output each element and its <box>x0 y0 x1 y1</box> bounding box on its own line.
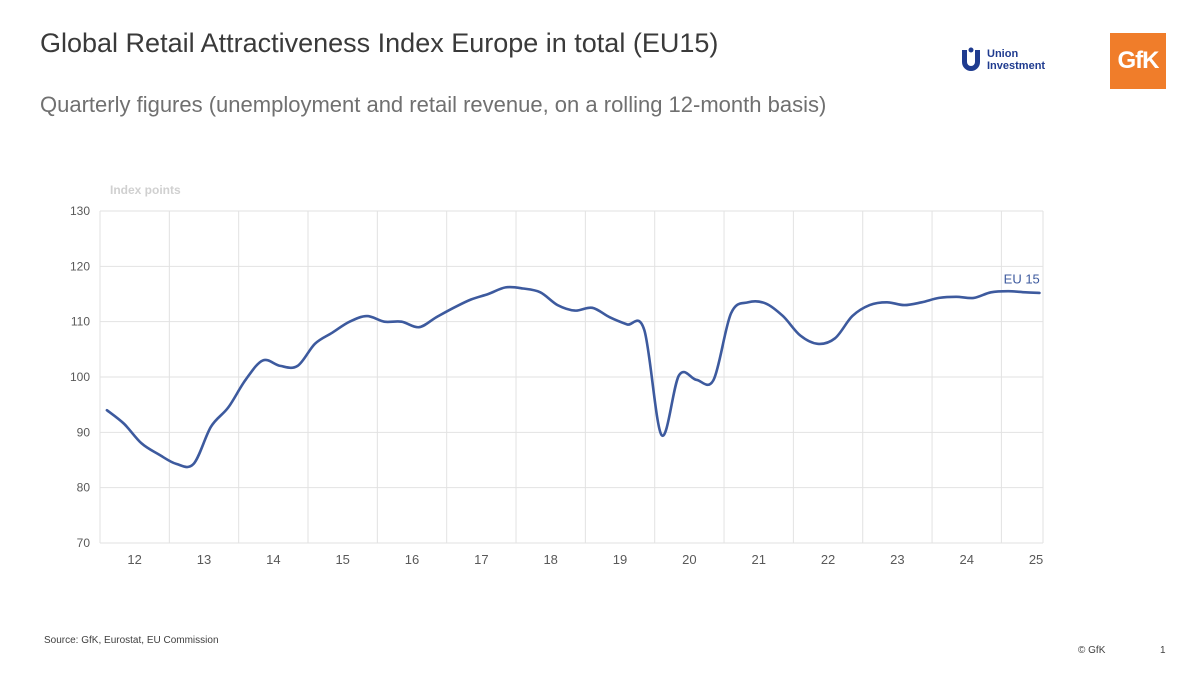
data-point <box>1007 290 1009 292</box>
x-tick-label: 20 <box>682 552 696 567</box>
data-point <box>591 307 593 309</box>
data-point <box>678 374 680 376</box>
series-line-eu15 <box>105 285 1041 469</box>
data-point <box>695 379 697 381</box>
data-point <box>279 365 281 367</box>
x-tick-label: 23 <box>890 552 904 567</box>
data-point <box>626 323 628 325</box>
data-point <box>366 315 368 317</box>
data-point <box>712 379 714 381</box>
y-tick-label: 110 <box>71 315 90 329</box>
gfk-logo: GfK <box>1110 33 1166 89</box>
data-point <box>470 298 472 300</box>
data-point <box>643 329 645 331</box>
data-point <box>869 304 871 306</box>
y-tick-label: 100 <box>70 370 90 384</box>
data-point <box>608 316 610 318</box>
data-point <box>817 343 819 345</box>
data-point <box>140 442 142 444</box>
data-point <box>106 409 108 411</box>
data-point <box>435 316 437 318</box>
x-tick-label: 18 <box>543 552 557 567</box>
data-point <box>886 301 888 303</box>
x-tick-label: 19 <box>613 552 627 567</box>
x-tick-label: 17 <box>474 552 488 567</box>
union-investment-logo: Union Investment <box>960 46 1045 74</box>
data-point <box>383 321 385 323</box>
data-point <box>799 334 801 336</box>
y-tick-label: 70 <box>77 536 91 550</box>
x-tick-label: 16 <box>405 552 419 567</box>
union-investment-logo-line1: Union <box>987 48 1019 60</box>
data-point <box>504 286 506 288</box>
data-point <box>262 359 264 361</box>
data-point <box>973 297 975 299</box>
x-tick-label: 25 <box>1029 552 1043 567</box>
data-point <box>244 379 246 381</box>
data-point <box>834 337 836 339</box>
y-tick-label: 120 <box>70 259 90 273</box>
data-point <box>764 302 766 304</box>
source-note: Source: GfK, Eurostat, EU Commission <box>44 635 219 646</box>
x-tick-label: 13 <box>197 552 211 567</box>
x-tick-label: 12 <box>127 552 141 567</box>
data-point <box>990 291 992 293</box>
data-point <box>158 453 160 455</box>
data-point <box>921 301 923 303</box>
data-point <box>903 304 905 306</box>
data-point <box>210 426 212 428</box>
data-point <box>660 434 662 436</box>
x-tick-label: 14 <box>266 552 280 567</box>
union-investment-logo-icon <box>962 47 980 71</box>
data-point <box>175 463 177 465</box>
page-title: Global Retail Attractiveness Index Europ… <box>40 28 719 58</box>
x-tick-label: 22 <box>821 552 835 567</box>
data-point <box>296 365 298 367</box>
y-tick-label: 90 <box>77 425 91 439</box>
page-subtitle: Quarterly figures (unemployment and reta… <box>40 92 827 117</box>
data-point <box>782 315 784 317</box>
data-point <box>487 293 489 295</box>
y-axis-label: Index points <box>110 183 181 197</box>
x-tick-label: 21 <box>751 552 765 567</box>
data-point <box>314 343 316 345</box>
y-tick-label: 130 <box>70 204 90 218</box>
y-tick-label: 80 <box>77 481 91 495</box>
page-number: 1 <box>1160 645 1166 656</box>
data-point <box>348 321 350 323</box>
data-point <box>331 332 333 334</box>
data-point <box>1025 291 1027 293</box>
data-point <box>192 463 194 465</box>
line-chart: 70 80 90 100 110 120 130 12 13 14 15 16 17 18 19 20 21 22… <box>70 183 1044 567</box>
data-point <box>418 326 420 328</box>
data-point <box>452 307 454 309</box>
data-point <box>938 297 940 299</box>
data-point <box>123 423 125 425</box>
data-point <box>574 309 576 311</box>
data-point <box>851 315 853 317</box>
union-investment-logo-line2: Investment <box>987 60 1046 72</box>
x-tick-label: 24 <box>959 552 973 567</box>
data-point <box>227 406 229 408</box>
data-point <box>522 287 524 289</box>
x-tick-label: 15 <box>335 552 349 567</box>
series-label-eu15: EU 15 <box>1004 271 1040 286</box>
data-point <box>1038 292 1040 294</box>
data-point <box>539 291 541 293</box>
copyright-note: © GfK <box>1078 645 1106 656</box>
data-point <box>730 312 732 314</box>
data-point <box>955 296 957 298</box>
data-point <box>400 321 402 323</box>
data-point <box>747 301 749 303</box>
data-point <box>556 304 558 306</box>
